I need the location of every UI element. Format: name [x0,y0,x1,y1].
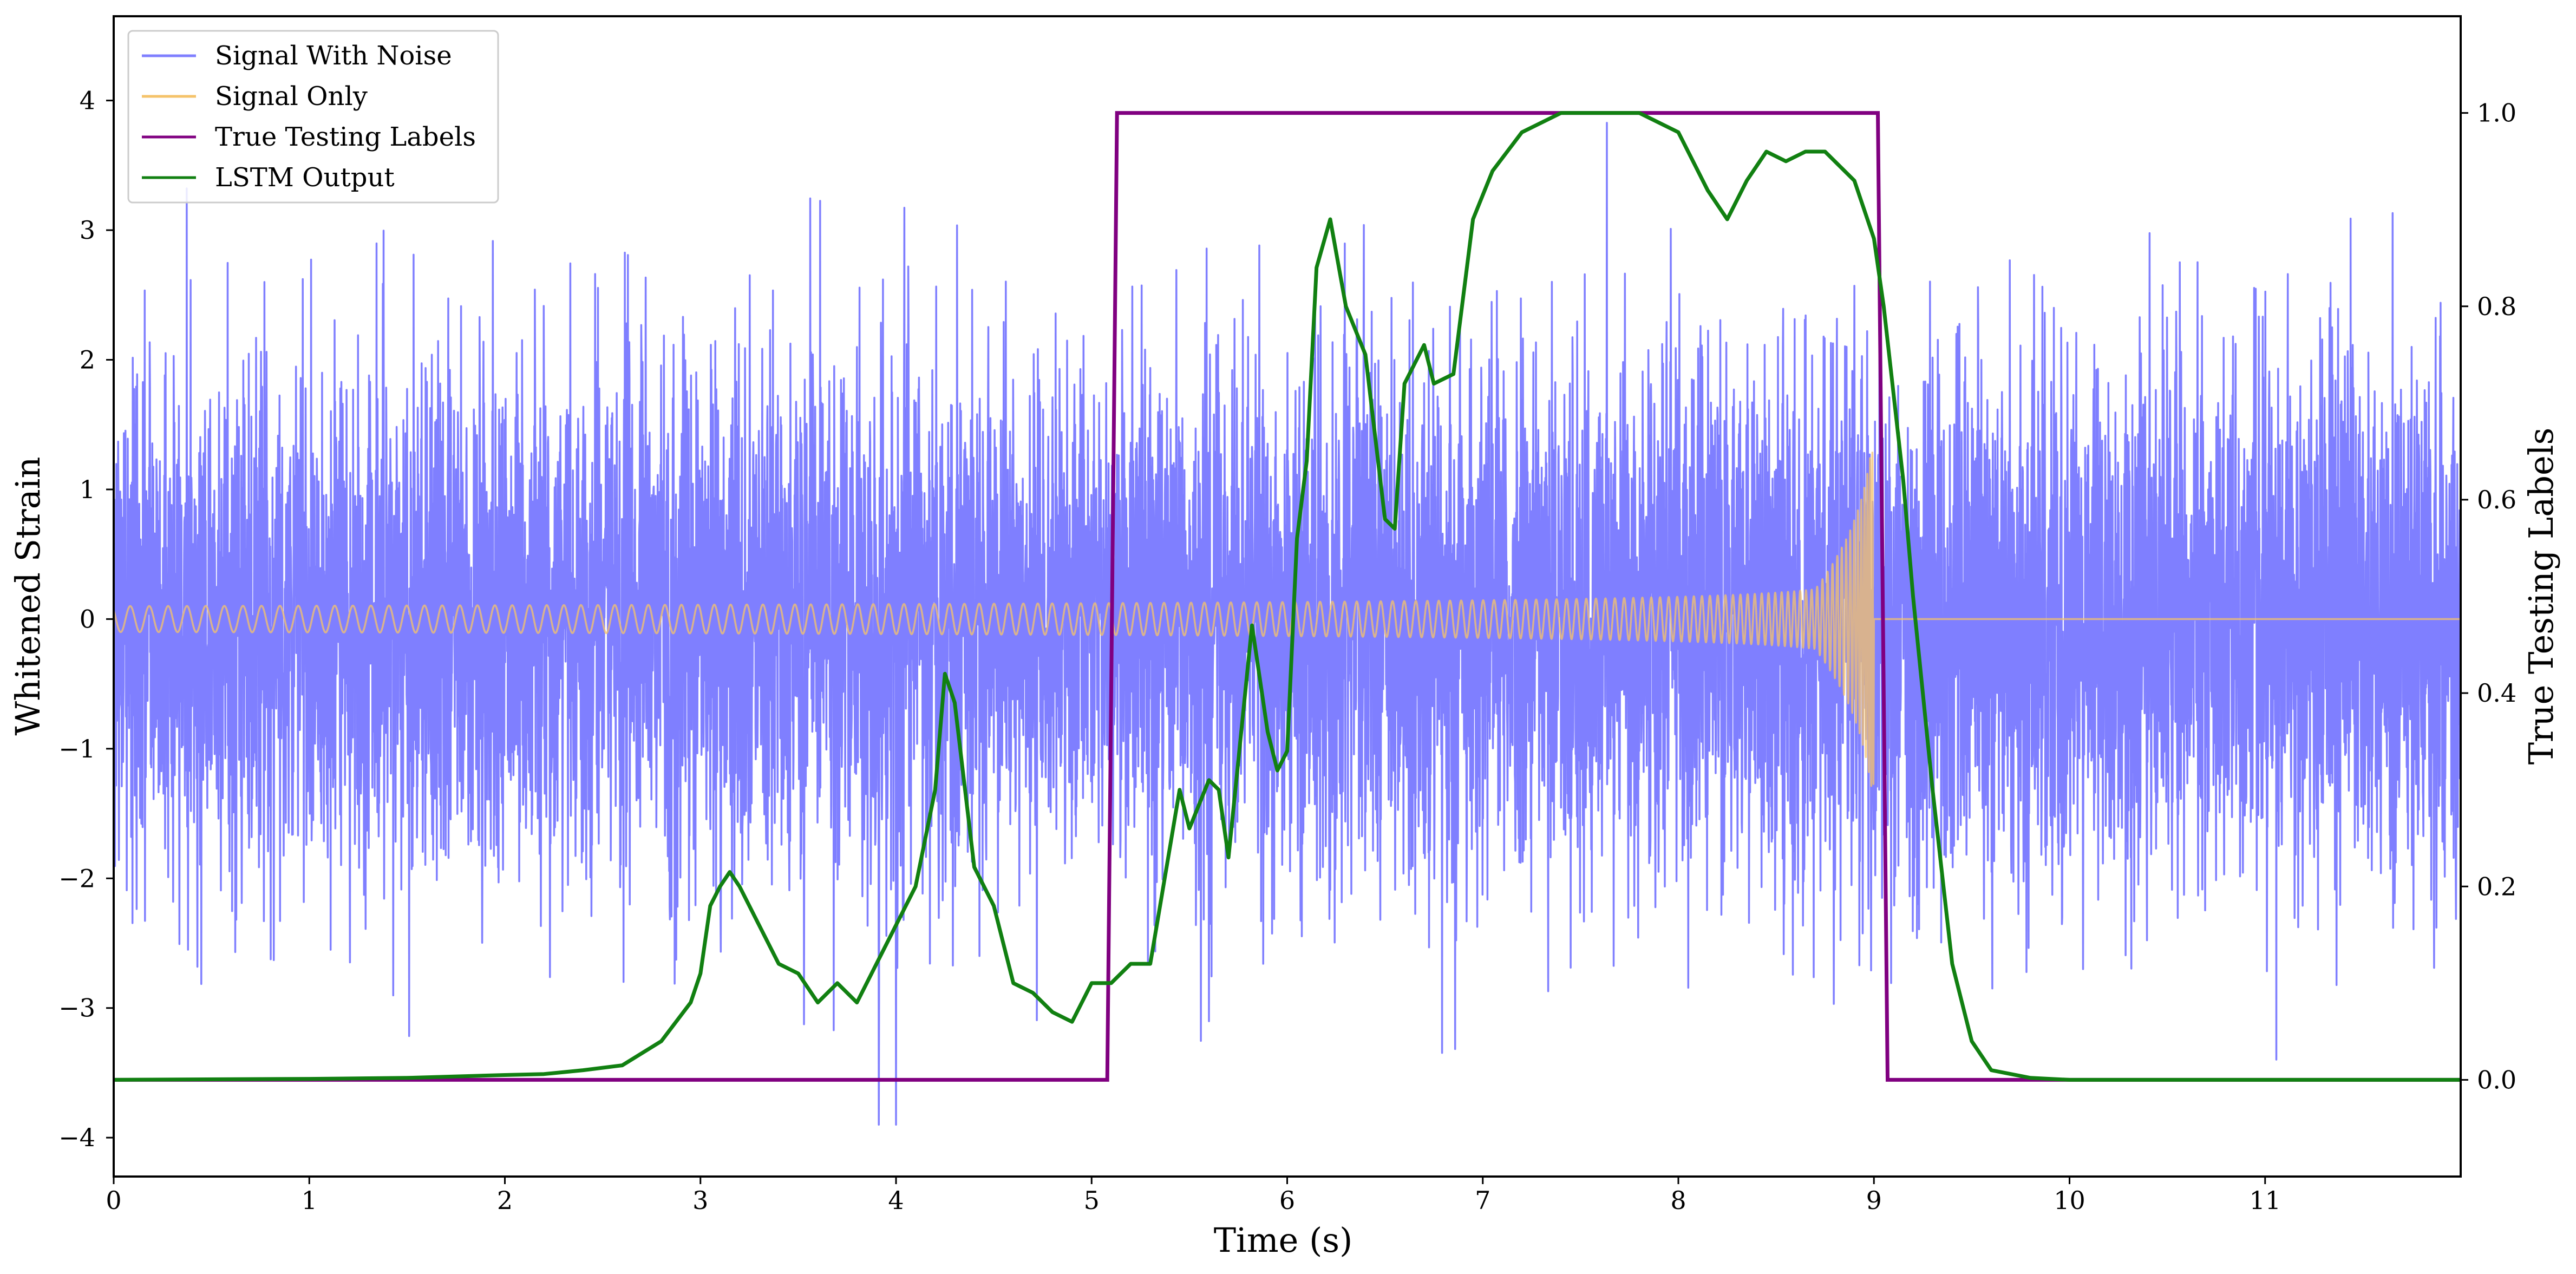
y-tick-label: 2 [80,345,95,375]
x-tick-label: 0 [106,1186,121,1215]
legend: Signal With Noise Signal Only True Testi… [127,30,499,204]
x-axis: 0 1 2 3 4 5 6 7 8 9 10 11 [106,1177,2281,1215]
y-axis-left: −4 −3 −2 −1 0 1 2 3 4 [58,86,114,1152]
y-tick-label: −1 [58,734,95,763]
y2-tick-label: 0.8 [2477,292,2516,321]
y-tick-label: −2 [58,864,95,893]
y2-tick-label: 0.4 [2477,678,2516,708]
y2-tick-label: 1.0 [2477,99,2516,128]
y-tick-label: 4 [80,86,95,115]
x-axis-title: Time (s) [1214,1220,1353,1260]
signal-with-noise-line [114,122,2461,1126]
legend-label-signal-only: Signal Only [215,81,368,112]
x-tick-label: 2 [497,1186,513,1215]
y-tick-label: 1 [80,475,95,504]
y-axis-title: Whitened Strain [8,457,48,736]
y-tick-label: 0 [80,604,95,633]
y-tick-label: −4 [58,1123,95,1152]
x-tick-label: 6 [1279,1186,1295,1215]
x-tick-label: 5 [1084,1186,1100,1215]
x-tick-label: 11 [2249,1186,2281,1215]
y2-tick-label: 0.6 [2477,485,2516,514]
x-tick-label: 7 [1475,1186,1490,1215]
y2-axis-title: True Testing Labels [2521,428,2561,765]
signal-only-line [114,452,2461,787]
plot-area [114,111,2461,1126]
true-testing-labels-line [114,111,2461,1082]
y2-tick-label: 0.2 [2477,872,2516,901]
x-tick-label: 10 [2054,1186,2085,1215]
x-tick-label: 3 [692,1186,708,1215]
y2-tick-label: 0.0 [2477,1065,2516,1094]
x-tick-label: 8 [1670,1186,1686,1215]
legend-label-signal-with-noise: Signal With Noise [215,41,452,71]
legend-box [127,30,499,204]
legend-label-true-testing-labels: True Testing Labels [215,122,476,152]
y-tick-label: −3 [58,994,95,1023]
x-tick-label: 9 [1866,1186,1882,1215]
legend-label-lstm-output: LSTM Output [215,162,395,193]
x-tick-label: 4 [888,1186,904,1215]
x-tick-label: 1 [302,1186,317,1215]
y-axis-right: 0.0 0.2 0.4 0.6 0.8 1.0 [2461,99,2516,1094]
lstm-output-line [114,111,2461,1082]
y-tick-label: 3 [80,215,95,245]
